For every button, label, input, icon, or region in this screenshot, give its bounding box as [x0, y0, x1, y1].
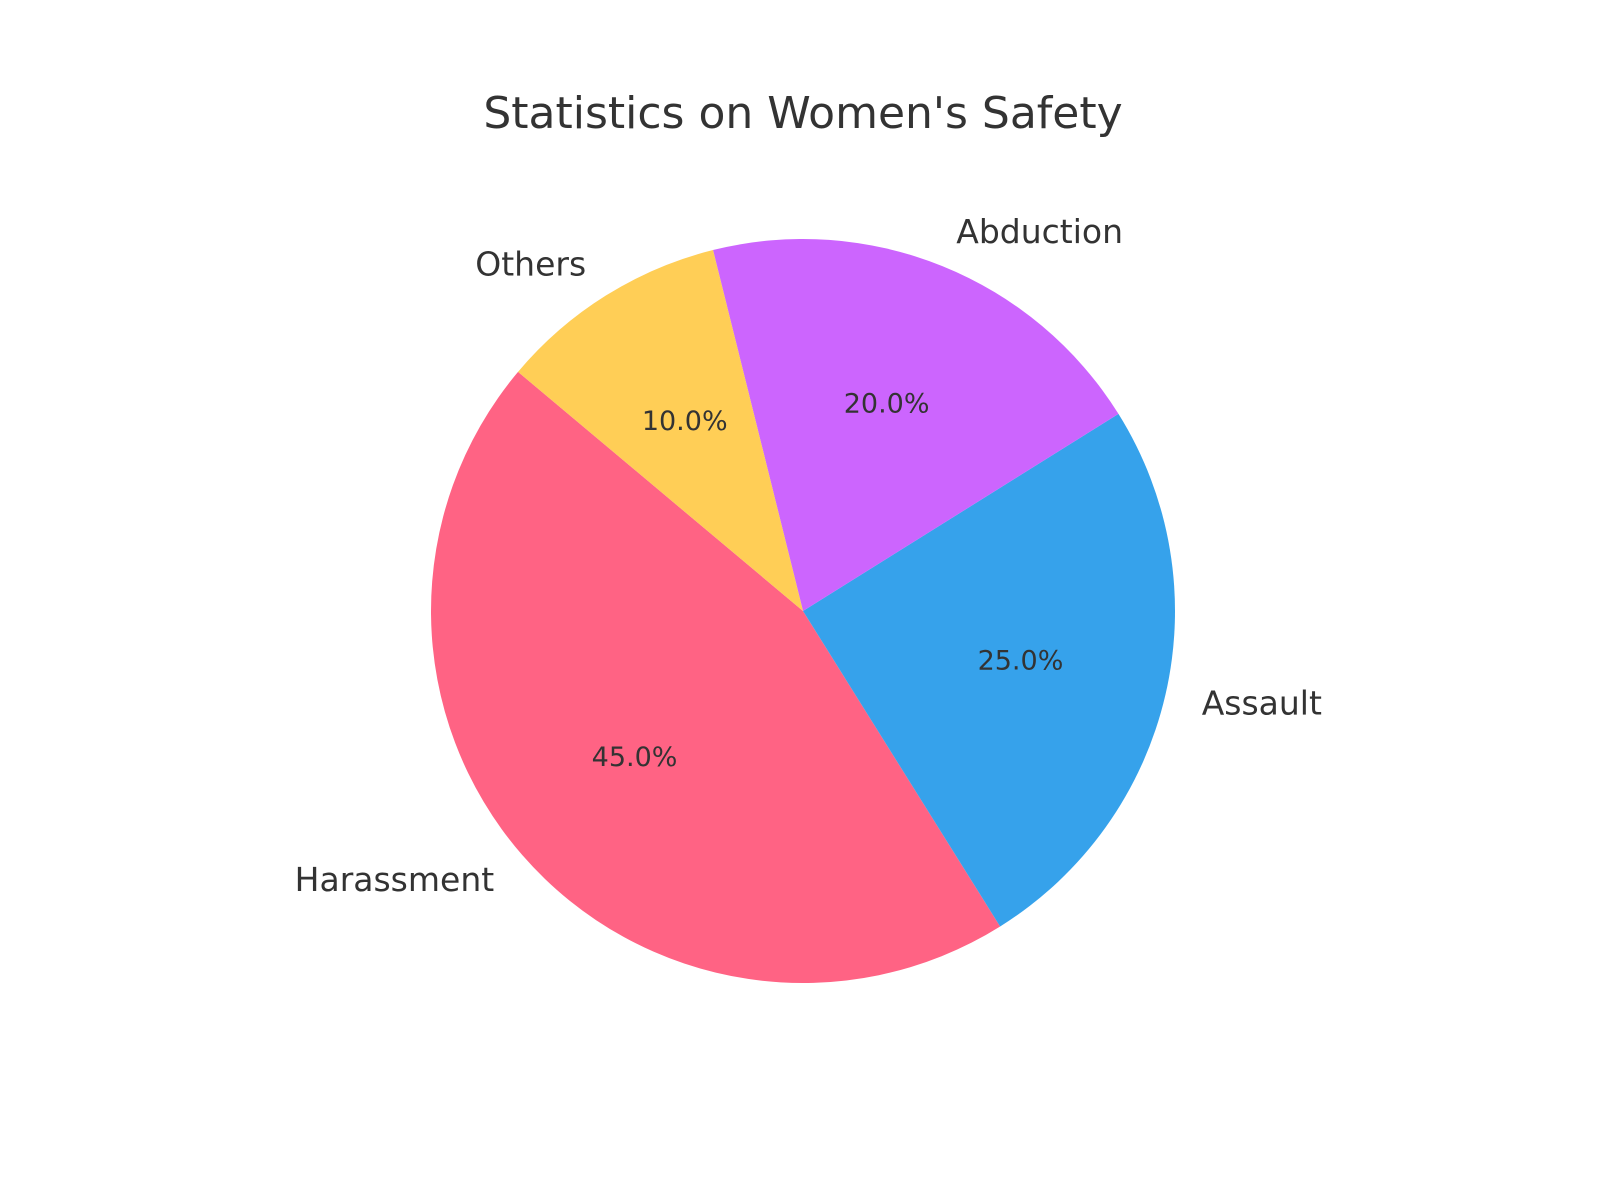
pie-slice-abduction [713, 239, 1119, 611]
slice-label-others: Others [475, 244, 586, 283]
slice-label-harassment: Harassment [295, 860, 495, 899]
pie-slices [431, 239, 1175, 983]
chart-title: Statistics on Women's Safety [483, 88, 1122, 139]
pie-slice-assault [803, 413, 1175, 927]
percent-label-harassment: 45.0% [592, 742, 678, 773]
percent-label-others: 10.0% [642, 406, 728, 437]
slice-label-assault: Assault [1202, 684, 1322, 723]
percent-label-abduction: 20.0% [844, 389, 930, 420]
pie-slice-others [518, 250, 803, 611]
pie-slice-harassment [431, 371, 1001, 983]
slice-label-abduction: Abduction [956, 212, 1123, 251]
percent-label-assault: 25.0% [978, 646, 1064, 677]
pie-labels: Harassment 45.0% Assault 25.0% Abduction 20.0… [295, 212, 1322, 899]
